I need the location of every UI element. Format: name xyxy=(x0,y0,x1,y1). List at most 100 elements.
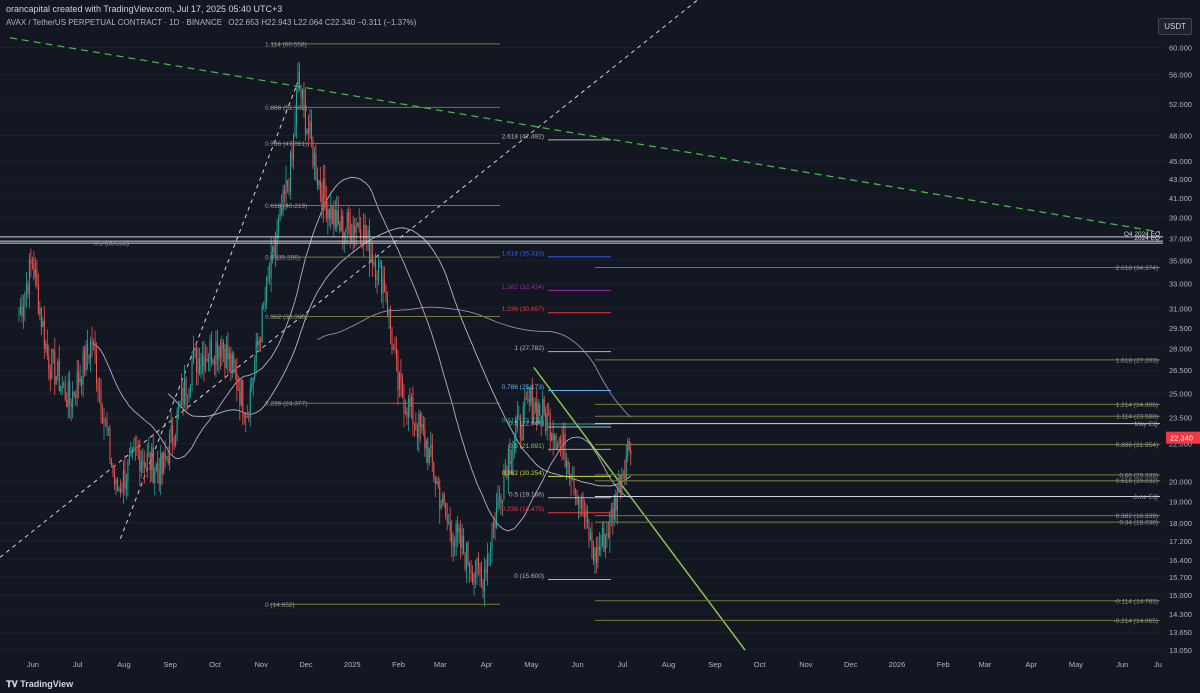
candle xyxy=(61,384,63,386)
time-tick-label: Apr xyxy=(1025,660,1037,669)
candle xyxy=(309,121,311,133)
candle xyxy=(63,383,65,385)
candle xyxy=(392,346,395,350)
candle xyxy=(292,135,295,160)
candle xyxy=(495,507,497,528)
candle xyxy=(418,413,420,438)
candle xyxy=(554,435,556,440)
candle xyxy=(564,433,566,468)
candle xyxy=(90,341,92,359)
candle xyxy=(18,315,20,316)
candle xyxy=(509,448,511,464)
candle xyxy=(209,339,211,359)
candle xyxy=(260,340,262,343)
time-tick-label: 2026 xyxy=(889,660,906,669)
candle xyxy=(55,375,57,385)
fib-label-mid: 1.618 (35.310) xyxy=(502,250,544,257)
candle xyxy=(30,259,32,264)
candle xyxy=(78,371,80,383)
candle xyxy=(573,479,575,493)
candle xyxy=(233,354,235,366)
candle xyxy=(430,444,432,448)
candle xyxy=(215,341,217,365)
candle xyxy=(216,341,218,360)
time-tick-label: Jul xyxy=(73,660,83,669)
candle xyxy=(254,363,256,378)
candle xyxy=(200,364,202,374)
candle xyxy=(334,209,336,229)
candle xyxy=(507,448,509,479)
candle xyxy=(131,448,133,450)
candle xyxy=(524,397,526,407)
candle xyxy=(555,435,557,449)
candle xyxy=(304,102,306,134)
candle xyxy=(475,574,477,578)
symbol-info[interactable]: AVAX / TetherUS PERPETUAL CONTRACT · 1D … xyxy=(6,18,223,27)
candle xyxy=(82,350,84,385)
price-tick-label: 43.000 xyxy=(1169,175,1192,184)
candle xyxy=(577,498,580,505)
candle xyxy=(231,354,233,372)
candle xyxy=(263,304,265,306)
candle xyxy=(257,341,259,346)
candle xyxy=(470,570,472,574)
footer-brand: TradingView xyxy=(20,679,74,689)
candle xyxy=(489,548,492,554)
candle xyxy=(164,453,166,458)
candle xyxy=(558,439,560,445)
candle xyxy=(103,419,105,424)
fib-label-right: 0.886 (21.954) xyxy=(1116,442,1158,449)
candle xyxy=(501,499,503,504)
candle xyxy=(219,347,221,357)
candle xyxy=(60,385,62,392)
last-price-badge xyxy=(1166,431,1200,444)
price-tick-label: 56.000 xyxy=(1169,71,1192,80)
time-tick-label: Aug xyxy=(662,660,675,669)
candle xyxy=(148,452,150,454)
candle xyxy=(99,388,101,391)
candle xyxy=(473,574,475,583)
candle xyxy=(570,474,572,481)
candle xyxy=(525,397,527,400)
candle xyxy=(628,441,630,450)
tradingview-logo[interactable]: 𝐓𝐕 TradingView xyxy=(6,679,73,690)
candle xyxy=(245,416,247,418)
candle xyxy=(358,222,360,229)
candle xyxy=(176,409,178,436)
price-tick-label: 17.200 xyxy=(1169,537,1192,546)
price-tick-label: 33.000 xyxy=(1169,280,1192,289)
candle xyxy=(504,468,506,475)
candle xyxy=(591,532,593,548)
candle xyxy=(404,411,406,413)
price-tick-label: 22.000 xyxy=(1169,440,1192,449)
fib-label-left: 0.236 (24.377) xyxy=(265,401,307,408)
candle xyxy=(370,254,372,263)
candle xyxy=(600,545,602,550)
candle xyxy=(136,449,138,451)
candle xyxy=(363,224,365,246)
candle xyxy=(133,447,135,449)
candle xyxy=(163,453,165,474)
candle xyxy=(70,403,72,407)
time-tick-label: Sep xyxy=(164,660,177,669)
candle xyxy=(297,71,299,93)
time-tick-label: Jun xyxy=(27,660,39,669)
candle xyxy=(193,350,195,362)
time-axis: Jun Jul Aug Sep Oct Nov Dec 2025 Feb Mar Apr May Jun… xyxy=(27,660,1162,669)
candle xyxy=(536,402,538,424)
fib-label-right: 0.618 (20.032) xyxy=(1116,478,1158,485)
candle xyxy=(298,71,301,89)
candle xyxy=(195,348,198,373)
candle xyxy=(542,398,544,421)
candle xyxy=(625,456,627,479)
currency-label[interactable]: USDT xyxy=(1158,18,1192,35)
diagonal-support-line xyxy=(0,0,699,558)
candle xyxy=(106,419,108,430)
price-tick-label: 37.000 xyxy=(1169,234,1192,243)
candle xyxy=(212,360,214,363)
candle xyxy=(37,283,39,314)
price-tick-label: 19.000 xyxy=(1169,498,1192,507)
candle xyxy=(118,488,120,491)
candle xyxy=(87,344,89,355)
